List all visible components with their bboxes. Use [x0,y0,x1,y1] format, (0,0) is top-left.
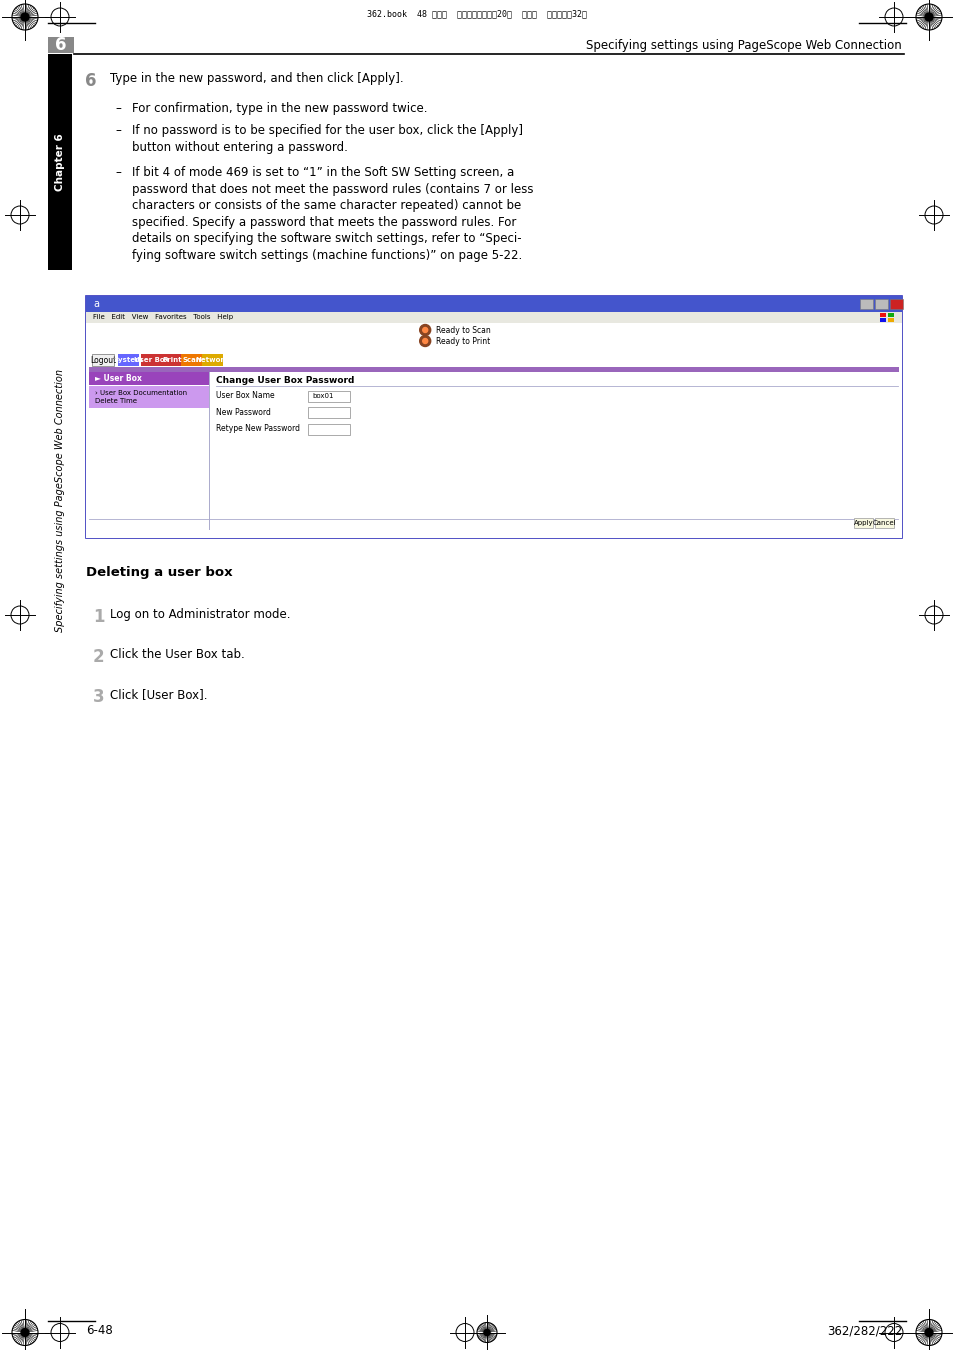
Text: Log on to Administrator mode.: Log on to Administrator mode. [110,608,291,621]
Circle shape [924,14,932,20]
Text: Specifying settings using PageScope Web Connection: Specifying settings using PageScope Web … [586,39,901,51]
Text: 6-48: 6-48 [86,1324,112,1336]
Text: 1: 1 [92,608,105,626]
Bar [48,54,71,270]
Text: Ready to Scan: Ready to Scan [436,325,491,335]
Bar [308,424,350,435]
Text: 6: 6 [85,72,96,90]
Text: Chapter 6: Chapter 6 [55,134,65,190]
Text: Click the User Box tab.: Click the User Box tab. [110,648,245,662]
Text: Network: Network [195,356,229,363]
Text: Deleting a user box: Deleting a user box [86,566,233,579]
Bar [879,313,885,317]
Text: –: – [115,124,121,136]
Bar [889,298,902,309]
Bar [859,298,872,309]
Bar [308,390,350,401]
Text: System: System [113,356,143,363]
Circle shape [419,336,430,347]
Bar [181,354,202,366]
Circle shape [483,1330,490,1335]
Text: › User Box Documentation: › User Box Documentation [95,390,187,396]
Text: Delete Time: Delete Time [95,397,137,404]
Bar [202,354,223,366]
Circle shape [422,339,427,343]
Bar [86,323,901,539]
Bar [162,354,183,366]
Circle shape [21,1328,29,1336]
Bar [853,517,872,528]
Bar [887,313,893,317]
Text: Apply: Apply [853,520,872,525]
Bar [887,319,893,323]
Text: ► User Box: ► User Box [95,374,142,382]
Text: box01: box01 [312,393,334,398]
Text: Cancel: Cancel [872,520,896,525]
Text: 2: 2 [92,648,105,666]
Bar [89,367,898,371]
Text: Change User Box Password: Change User Box Password [215,377,354,385]
Text: User Box: User Box [133,356,169,363]
Text: 362/282/222: 362/282/222 [826,1324,901,1336]
Text: If bit 4 of mode 469 is set to “1” in the Soft SW Setting screen, a
password tha: If bit 4 of mode 469 is set to “1” in th… [132,166,533,262]
Text: 6: 6 [55,36,67,54]
Bar [118,354,139,366]
Bar [48,36,74,53]
Text: Type in the new password, and then click [Apply].: Type in the new password, and then click… [110,72,403,85]
Circle shape [419,324,430,336]
Bar [86,296,901,312]
Text: 3: 3 [92,688,105,706]
Bar [308,406,350,418]
Bar [141,354,162,366]
Text: Specifying settings using PageScope Web Connection: Specifying settings using PageScope Web … [55,369,65,632]
Text: 362.book  48 ページ  ２００８年１０月20日  月曜日  午前１１時32分: 362.book 48 ページ ２００８年１０月20日 月曜日 午前１１時32分 [367,9,586,19]
Bar [86,312,901,323]
Text: User Box Name: User Box Name [215,392,274,400]
Text: Print: Print [163,356,182,363]
Circle shape [21,14,29,20]
Text: For confirmation, type in the new password twice.: For confirmation, type in the new passwo… [132,103,427,115]
Bar [89,386,209,408]
Text: Retype New Password: Retype New Password [215,424,299,433]
Text: If no password is to be specified for the user box, click the [Apply]
button wit: If no password is to be specified for th… [132,124,522,154]
Text: Click [User Box].: Click [User Box]. [110,688,208,701]
Bar [91,354,113,366]
Bar [874,298,887,309]
Text: a: a [92,298,99,309]
Text: Ready to Print: Ready to Print [436,336,490,346]
Circle shape [422,328,427,332]
Circle shape [924,1328,932,1336]
Bar [879,319,885,323]
Text: –: – [115,103,121,115]
Text: Scan: Scan [182,356,201,363]
Text: –: – [115,166,121,180]
Text: File   Edit   View   Favorites   Tools   Help: File Edit View Favorites Tools Help [92,315,233,320]
Bar [86,296,901,539]
Text: New Password: New Password [215,408,271,417]
Text: Logout: Logout [90,355,116,364]
Bar [89,371,209,385]
Bar [874,517,893,528]
